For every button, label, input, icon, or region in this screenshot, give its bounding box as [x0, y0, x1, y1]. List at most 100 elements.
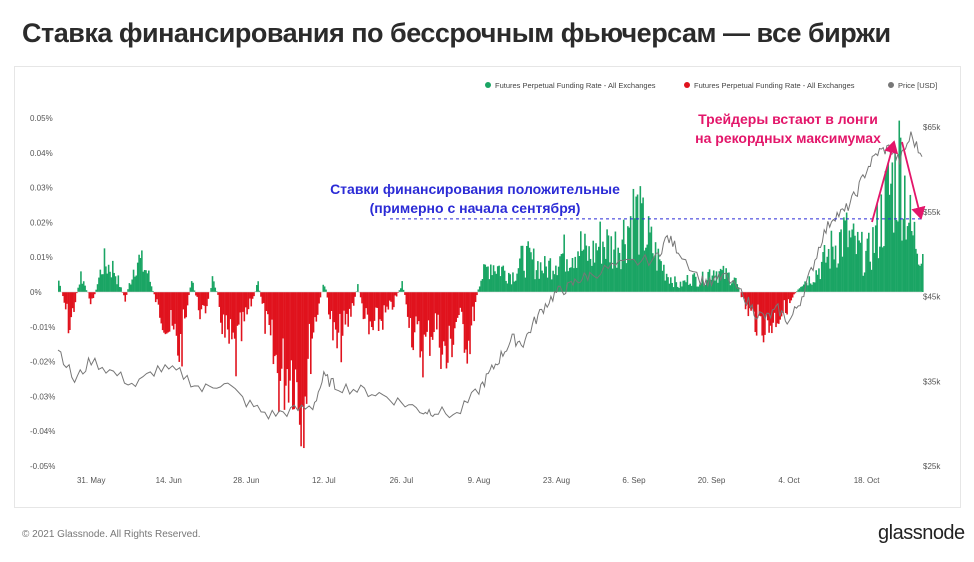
funding-rate-bar — [135, 275, 138, 292]
funding-rate-bar — [148, 270, 150, 292]
funding-rate-bar — [920, 263, 923, 292]
funding-rate-bar — [465, 292, 467, 350]
funding-rate-bar — [62, 292, 64, 297]
funding-rate-bar — [228, 292, 230, 344]
funding-rate-bar — [401, 281, 403, 292]
funding-rate-bar — [168, 292, 171, 332]
y-left-tick-label: 0.04% — [30, 149, 53, 158]
funding-rate-bar — [704, 284, 707, 292]
funding-rate-bar — [801, 286, 804, 292]
funding-rate-bar — [516, 273, 518, 292]
funding-rate-bar — [220, 292, 222, 323]
funding-rate-bar — [82, 281, 85, 292]
funding-rate-bar — [485, 266, 488, 292]
funding-rate-bar — [96, 284, 99, 292]
funding-rate-bar — [855, 254, 858, 292]
funding-rate-bar — [459, 292, 462, 308]
funding-rate-bar — [350, 292, 352, 317]
x-tick-label: 14. Jun — [156, 476, 182, 485]
funding-rate-bar — [130, 284, 132, 292]
brand-logo: glassnode — [878, 522, 965, 544]
funding-rate-bar — [519, 258, 521, 292]
funding-rate-bar — [820, 261, 823, 292]
funding-rate-bar — [395, 292, 398, 297]
funding-rate-bar — [712, 270, 715, 292]
funding-rate-bar — [128, 283, 131, 292]
funding-rate-bar — [761, 292, 763, 336]
funding-rate-bar — [791, 292, 794, 298]
funding-rate-bar — [865, 250, 867, 292]
annotation-positive-line2: (примерно с начала сентября) — [370, 200, 581, 216]
funding-rate-bar — [372, 292, 374, 331]
funding-rate-bar — [231, 292, 233, 340]
funding-rate-bar — [880, 194, 883, 292]
funding-rate-bar — [334, 292, 337, 330]
funding-rate-bar — [599, 221, 601, 292]
legend-marker-0 — [485, 82, 491, 88]
funding-rate-bar — [722, 265, 725, 292]
funding-rate-bar — [743, 292, 745, 299]
funding-rate-bar — [908, 222, 910, 292]
funding-rate-bar — [447, 292, 449, 363]
funding-rate-bar — [69, 292, 71, 330]
funding-rate-bar — [272, 292, 275, 365]
funding-rate-bar — [902, 218, 905, 292]
funding-rate-bar — [217, 292, 219, 295]
funding-rate-bar — [886, 168, 888, 292]
funding-rate-bar — [483, 264, 485, 292]
funding-rate-bar — [912, 235, 914, 292]
funding-rate-bar — [607, 235, 610, 292]
legend-label-0: Futures Perpetual Funding Rate - All Exc… — [495, 81, 656, 90]
funding-rate-bar — [794, 292, 797, 294]
funding-rate-bar — [861, 231, 863, 292]
funding-rate-bar — [584, 233, 586, 292]
funding-rate-bar — [78, 284, 81, 292]
funding-rate-bar — [243, 292, 246, 322]
funding-rate-bar — [772, 292, 775, 323]
funding-rate-bar — [361, 292, 363, 304]
funding-rate-bar — [646, 244, 649, 292]
funding-rate-bar — [670, 277, 672, 292]
funding-rate-bar — [609, 262, 611, 292]
arrow-up — [871, 140, 899, 223]
funding-rate-bar — [783, 292, 786, 301]
funding-rate-bar — [562, 253, 564, 292]
funding-rate-bar — [315, 292, 318, 322]
funding-rate-bar — [787, 292, 790, 300]
legend-label-2: Price [USD] — [898, 81, 937, 90]
funding-rate-bar — [177, 292, 179, 356]
funding-rate-bar — [200, 292, 203, 310]
funding-rate-bar — [481, 278, 484, 292]
funding-rate-bar — [289, 292, 291, 381]
funding-rate-bar — [478, 286, 481, 292]
funding-rate-bar — [645, 247, 647, 292]
funding-rate-bar — [157, 292, 160, 305]
funding-rate-bar — [373, 292, 376, 321]
funding-rate-bar — [92, 292, 95, 299]
funding-rate-bar — [830, 230, 833, 292]
funding-rate-bar — [825, 262, 827, 292]
funding-rate-bar — [664, 280, 667, 292]
funding-rate-bar — [685, 282, 687, 292]
funding-rate-bar — [589, 258, 592, 292]
funding-rate-bar — [884, 171, 887, 292]
y-left-tick-label: 0% — [30, 288, 42, 297]
funding-rate-bar — [848, 230, 851, 292]
funding-rate-bar — [585, 245, 588, 292]
funding-rate-bar — [852, 223, 855, 292]
funding-rate-bar — [854, 235, 856, 292]
funding-rate-bar — [131, 279, 133, 292]
funding-rate-bar — [549, 258, 552, 292]
funding-rate-bar — [290, 292, 293, 361]
funding-rate-bar — [629, 216, 632, 292]
funding-rate-bar — [274, 292, 276, 357]
funding-rate-bar — [105, 266, 107, 292]
funding-rate-bar — [404, 292, 406, 295]
funding-rate-bar — [238, 292, 240, 325]
funding-rate-bar — [840, 229, 842, 292]
funding-rate-bar — [578, 255, 581, 292]
funding-rate-bar — [639, 186, 642, 292]
funding-rate-bar — [305, 292, 308, 404]
funding-rate-bar — [542, 273, 545, 292]
funding-rate-bar — [913, 221, 916, 292]
